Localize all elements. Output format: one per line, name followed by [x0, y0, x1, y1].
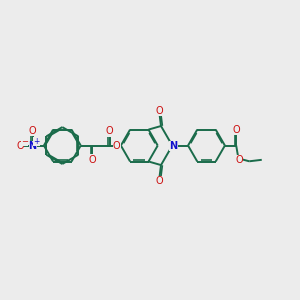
- Text: N: N: [28, 140, 37, 151]
- Text: O: O: [155, 106, 163, 116]
- Text: O: O: [232, 125, 240, 135]
- Text: O: O: [88, 155, 96, 165]
- Text: O: O: [155, 176, 163, 185]
- Text: O: O: [113, 140, 121, 151]
- Text: −: −: [21, 137, 28, 146]
- Text: +: +: [33, 137, 40, 146]
- Text: N: N: [169, 140, 178, 151]
- Text: O: O: [106, 126, 113, 136]
- Text: O: O: [16, 140, 24, 151]
- Text: O: O: [236, 154, 243, 164]
- Text: O: O: [29, 126, 36, 136]
